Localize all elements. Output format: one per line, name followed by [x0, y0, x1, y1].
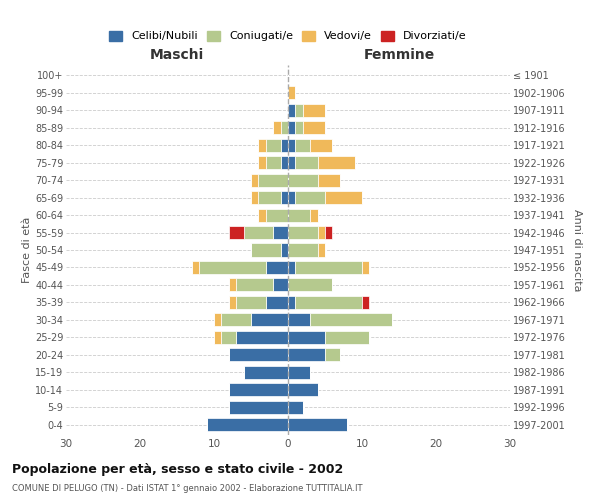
Bar: [244, 366, 288, 378]
Bar: [295, 296, 362, 309]
Bar: [295, 104, 303, 117]
Bar: [259, 156, 266, 170]
Bar: [310, 208, 317, 222]
Bar: [295, 122, 303, 134]
Bar: [214, 330, 221, 344]
Bar: [266, 156, 281, 170]
Bar: [199, 261, 266, 274]
Bar: [192, 261, 199, 274]
Bar: [259, 191, 281, 204]
Bar: [266, 261, 288, 274]
Bar: [244, 226, 273, 239]
Bar: [325, 348, 340, 362]
Bar: [325, 330, 370, 344]
Bar: [288, 86, 295, 100]
Bar: [236, 296, 266, 309]
Bar: [295, 261, 362, 274]
Bar: [310, 138, 332, 152]
Bar: [288, 278, 332, 291]
Bar: [288, 208, 310, 222]
Bar: [288, 366, 310, 378]
Bar: [259, 208, 266, 222]
Bar: [251, 244, 281, 256]
Bar: [362, 296, 370, 309]
Bar: [281, 244, 288, 256]
Bar: [295, 191, 325, 204]
Bar: [266, 138, 281, 152]
Bar: [317, 244, 325, 256]
Bar: [325, 191, 362, 204]
Bar: [288, 191, 295, 204]
Bar: [288, 296, 295, 309]
Bar: [281, 191, 288, 204]
Text: Popolazione per età, sesso e stato civile - 2002: Popolazione per età, sesso e stato civil…: [12, 462, 343, 475]
Bar: [281, 138, 288, 152]
Bar: [259, 138, 266, 152]
Bar: [288, 383, 317, 396]
Bar: [288, 244, 317, 256]
Bar: [281, 156, 288, 170]
Bar: [317, 156, 355, 170]
Bar: [288, 330, 325, 344]
Y-axis label: Anni di nascita: Anni di nascita: [572, 209, 583, 291]
Legend: Celibi/Nubili, Coniugati/e, Vedovi/e, Divorziati/e: Celibi/Nubili, Coniugati/e, Vedovi/e, Di…: [105, 26, 471, 46]
Bar: [251, 191, 259, 204]
Bar: [288, 174, 317, 186]
Bar: [229, 278, 236, 291]
Bar: [266, 296, 288, 309]
Bar: [288, 226, 317, 239]
Bar: [221, 314, 251, 326]
Y-axis label: Fasce di età: Fasce di età: [22, 217, 32, 283]
Bar: [317, 226, 325, 239]
Bar: [362, 261, 370, 274]
Bar: [310, 314, 392, 326]
Bar: [214, 314, 221, 326]
Bar: [259, 174, 288, 186]
Bar: [317, 174, 340, 186]
Bar: [288, 348, 325, 362]
Bar: [288, 138, 295, 152]
Bar: [221, 330, 236, 344]
Bar: [295, 138, 310, 152]
Text: COMUNE DI PELUGO (TN) - Dati ISTAT 1° gennaio 2002 - Elaborazione TUTTITALIA.IT: COMUNE DI PELUGO (TN) - Dati ISTAT 1° ge…: [12, 484, 362, 493]
Bar: [288, 122, 295, 134]
Bar: [236, 330, 288, 344]
Bar: [251, 314, 288, 326]
Bar: [288, 156, 295, 170]
Bar: [295, 156, 317, 170]
Bar: [229, 348, 288, 362]
Bar: [236, 278, 273, 291]
Bar: [288, 261, 295, 274]
Bar: [273, 122, 281, 134]
Bar: [229, 400, 288, 413]
Bar: [273, 226, 288, 239]
Bar: [303, 122, 325, 134]
Bar: [229, 226, 244, 239]
Bar: [229, 383, 288, 396]
Bar: [288, 314, 310, 326]
Bar: [281, 122, 288, 134]
Bar: [288, 418, 347, 431]
Bar: [206, 418, 288, 431]
Bar: [303, 104, 325, 117]
Bar: [229, 296, 236, 309]
Bar: [251, 174, 259, 186]
Bar: [273, 278, 288, 291]
Bar: [288, 400, 303, 413]
Text: Maschi: Maschi: [150, 48, 204, 62]
Bar: [288, 104, 295, 117]
Bar: [266, 208, 288, 222]
Bar: [325, 226, 332, 239]
Text: Femmine: Femmine: [364, 48, 434, 62]
